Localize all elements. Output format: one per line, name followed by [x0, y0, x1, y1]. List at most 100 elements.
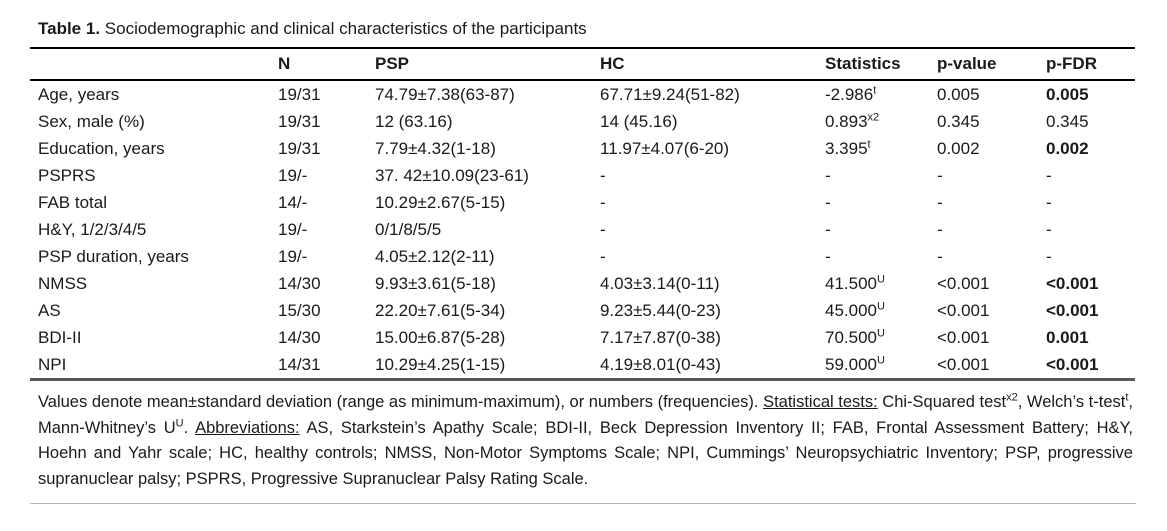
- cell-hc: 11.97±4.07(6-20): [600, 138, 730, 158]
- bottom-divider: [30, 503, 1136, 504]
- cell-hc: 4.19±8.01(0-43): [600, 354, 721, 374]
- cell-p-fdr: <0.001: [1046, 273, 1099, 293]
- cell-n: 14/-: [278, 192, 308, 212]
- underlined-label: Abbreviations:: [195, 418, 300, 437]
- cell-p-value: -: [937, 192, 943, 212]
- row-label: FAB total: [38, 192, 107, 212]
- cell-psp: 0/1/8/5/5: [375, 219, 442, 239]
- cell-psp: 15.00±6.87(5-28): [375, 327, 506, 347]
- cell-p-fdr: -: [1046, 246, 1052, 266]
- cell-n: 19/-: [278, 219, 308, 239]
- cell-n: 19/31: [278, 111, 321, 131]
- cell-p-value: <0.001: [937, 273, 990, 293]
- row-label: Sex, male (%): [38, 111, 145, 131]
- superscript: U: [175, 417, 184, 429]
- table-row: NPI 14/31 10.29±4.25(1-15) 4.19±8.01(0-43) 5…: [30, 351, 1135, 380]
- cell-n: 19/-: [278, 165, 308, 185]
- cell-hc: 14 (45.16): [600, 111, 678, 131]
- cell-statistics: 70.500U: [825, 326, 885, 347]
- cell-p-fdr: -: [1046, 165, 1052, 185]
- cell-statistics: 41.500U: [825, 272, 885, 293]
- cell-psp: 22.20±7.61(5-34): [375, 300, 506, 320]
- cell-statistics: -: [825, 219, 831, 239]
- cell-statistics: 45.000U: [825, 299, 885, 320]
- table-title: Table 1. Sociodemographic and clinical c…: [38, 18, 1136, 40]
- cell-p-value: 0.345: [937, 111, 980, 131]
- footnote-text: AS, Starkstein’s Apathy Scale; BDI-II, B…: [38, 418, 1133, 488]
- underlined-label: Statistical tests:: [763, 393, 878, 411]
- cell-p-value: 0.002: [937, 138, 980, 158]
- cell-p-value: -: [937, 165, 943, 185]
- cell-hc: 4.03±3.14(0-11): [600, 273, 720, 293]
- cell-n: 14/31: [278, 354, 321, 374]
- cell-p-fdr: 0.002: [1046, 138, 1089, 158]
- row-label: AS: [38, 300, 61, 320]
- table-title-number: Table 1.: [38, 19, 101, 38]
- table-footnote: Values denote mean±standard deviation (r…: [38, 390, 1133, 492]
- cell-statistics: 59.000U: [825, 353, 885, 374]
- cell-p-value: -: [937, 246, 943, 266]
- table-row: PSPRS 19/- 37. 42±10.09(23-61) - - - -: [30, 162, 1135, 189]
- column-header-n: N: [278, 48, 375, 81]
- footnote-text: , Welch’s t-test: [1017, 393, 1126, 411]
- row-label: PSPRS: [38, 165, 96, 185]
- cell-p-value: <0.001: [937, 300, 990, 320]
- column-header-hc: HC: [600, 48, 825, 81]
- column-header-p-value: p-value: [937, 48, 1046, 81]
- cell-p-fdr: -: [1046, 219, 1052, 239]
- cell-n: 14/30: [278, 327, 321, 347]
- table-row: AS 15/30 22.20±7.61(5-34) 9.23±5.44(0-23) 45…: [30, 297, 1135, 324]
- cell-statistics: -: [825, 246, 831, 266]
- footnote-text: Values denote mean±standard deviation (r…: [38, 393, 764, 411]
- cell-psp: 37. 42±10.09(23-61): [375, 165, 529, 185]
- superscript: x2: [867, 110, 880, 123]
- table-row: Age, years 19/31 74.79±7.38(63-87) 67.71±9.…: [30, 80, 1135, 108]
- row-label: Education, years: [38, 138, 165, 158]
- cell-p-value: <0.001: [937, 354, 990, 374]
- cell-hc: -: [600, 165, 606, 185]
- superscript: U: [877, 326, 885, 339]
- footnote-text: .: [183, 418, 196, 437]
- cell-hc: 9.23±5.44(0-23): [600, 300, 721, 320]
- superscript: t: [873, 83, 877, 96]
- table-header-row: N PSP HC Statistics p-value p-FDR: [30, 48, 1135, 81]
- cell-psp: 10.29±2.67(5-15): [375, 192, 506, 212]
- table-row: BDI-II 14/30 15.00±6.87(5-28) 7.17±7.87(0-3…: [30, 324, 1135, 351]
- row-label: NPI: [38, 354, 67, 374]
- row-label: BDI-II: [38, 327, 82, 347]
- cell-hc: -: [600, 246, 606, 266]
- cell-n: 19/31: [278, 84, 321, 104]
- footnote-text: , Mann-Whitney’s U: [38, 393, 1134, 437]
- column-header-blank: [30, 48, 278, 81]
- superscript: U: [877, 272, 885, 285]
- superscript: t: [867, 137, 871, 150]
- cell-p-fdr: 0.005: [1046, 84, 1089, 104]
- row-label: Age, years: [38, 84, 120, 104]
- table-row: Sex, male (%) 19/31 12 (63.16) 14 (45.16) 0.…: [30, 108, 1135, 135]
- cell-n: 19/-: [278, 246, 308, 266]
- cell-psp: 9.93±3.61(5-18): [375, 273, 496, 293]
- cell-statistics: -2.986t: [825, 83, 877, 104]
- superscript: U: [877, 299, 885, 312]
- row-label: PSP duration, years: [38, 246, 189, 266]
- table-row: PSP duration, years 19/- 4.05±2.12(2-11) - -…: [30, 243, 1135, 270]
- cell-n: 15/30: [278, 300, 321, 320]
- row-label: H&Y, 1/2/3/4/5: [38, 219, 147, 239]
- table-title-text: Sociodemographic and clinical characteri…: [100, 19, 587, 38]
- table-body: Age, years 19/31 74.79±7.38(63-87) 67.71±9.…: [30, 80, 1135, 380]
- cell-p-value: 0.005: [937, 84, 980, 104]
- cell-psp: 7.79±4.32(1-18): [375, 138, 496, 158]
- table-row: H&Y, 1/2/3/4/5 19/- 0/1/8/5/5 - - - -: [30, 216, 1135, 243]
- cell-statistics: -: [825, 165, 831, 185]
- table-row: FAB total 14/- 10.29±2.67(5-15) - - - -: [30, 189, 1135, 216]
- cell-p-fdr: -: [1046, 192, 1052, 212]
- column-header-statistics: Statistics: [825, 48, 937, 81]
- cell-n: 19/31: [278, 138, 321, 158]
- cell-p-fdr: 0.345: [1046, 111, 1089, 131]
- cell-hc: 67.71±9.24(51-82): [600, 84, 740, 104]
- cell-psp: 12 (63.16): [375, 111, 453, 131]
- cell-psp: 74.79±7.38(63-87): [375, 84, 515, 104]
- characteristics-table: N PSP HC Statistics p-value p-FDR Age, years 1…: [30, 47, 1135, 381]
- superscript: t: [1125, 391, 1129, 404]
